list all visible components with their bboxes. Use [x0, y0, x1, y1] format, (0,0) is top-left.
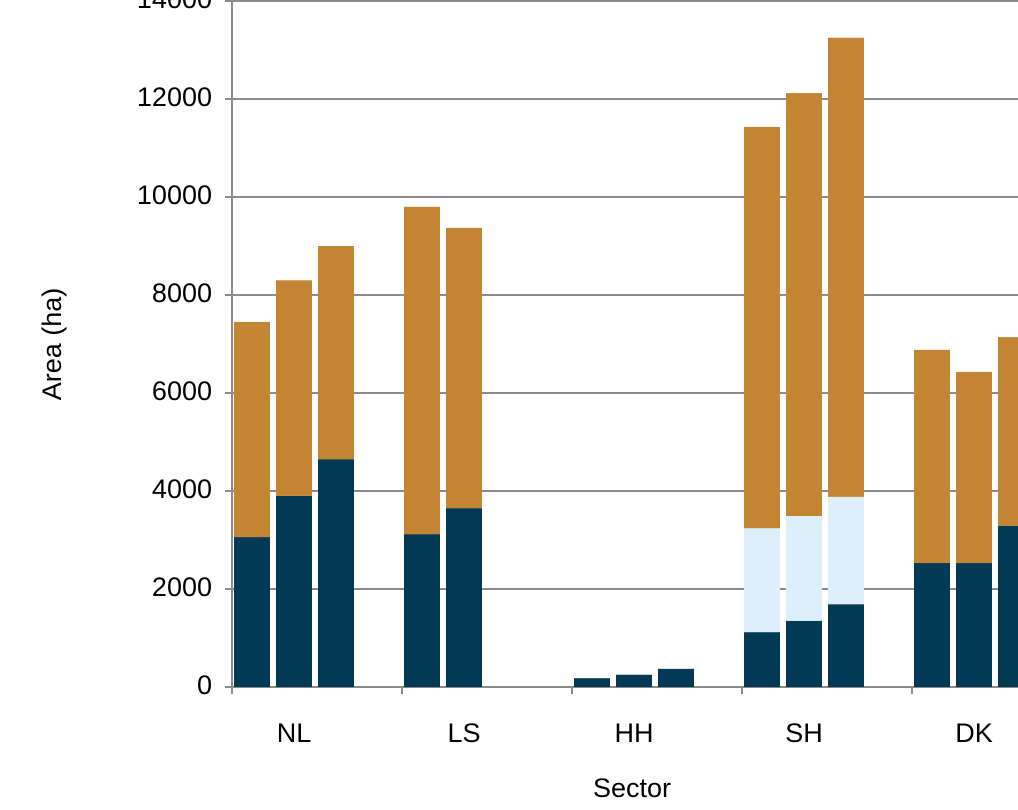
x-tick-label: HH	[615, 718, 654, 748]
y-tick-label: 6000	[152, 376, 212, 406]
bar-segment	[998, 525, 1018, 687]
bar-segment	[404, 534, 440, 687]
bar-segment	[786, 620, 822, 687]
y-tick-label: 10000	[137, 180, 212, 210]
bar-segment	[404, 206, 440, 535]
y-tick-label: 12000	[137, 82, 212, 112]
bar-segment	[276, 280, 312, 496]
x-tick-label: LS	[447, 718, 480, 748]
bar-segment	[828, 37, 864, 497]
y-axis-title: Area (ha)	[37, 288, 67, 401]
bar-segment	[914, 563, 950, 687]
bar-segment	[956, 371, 992, 564]
bar-segment	[658, 668, 694, 687]
x-tick-label: DK	[955, 718, 993, 748]
bar-segment	[574, 678, 610, 687]
bar-segment	[744, 632, 780, 687]
bar-segment	[446, 508, 482, 687]
bar-segment	[828, 604, 864, 687]
bar-segment	[744, 126, 780, 529]
bar-segment	[956, 563, 992, 687]
y-tick-label: 4000	[152, 474, 212, 504]
x-tick-label: SH	[785, 718, 823, 748]
y-tick-label: 0	[197, 670, 212, 700]
bar-segment	[786, 515, 822, 621]
bar-segment	[446, 227, 482, 509]
bar-segment	[998, 337, 1018, 526]
y-tick-label: 8000	[152, 278, 212, 308]
bar-segment	[234, 321, 270, 538]
bar-segment	[276, 495, 312, 687]
bar-segment	[234, 537, 270, 687]
bar-segment	[318, 246, 354, 460]
bar-segment	[786, 93, 822, 516]
bar-segment	[828, 496, 864, 605]
bar-segment	[744, 528, 780, 633]
y-tick-label: 14000	[137, 0, 212, 14]
x-tick-label: NL	[277, 718, 312, 748]
bar-segment	[616, 674, 652, 687]
bar-segment	[914, 349, 950, 564]
x-axis-title: Sector	[593, 773, 671, 803]
y-tick-label: 2000	[152, 572, 212, 602]
bar-segment	[318, 459, 354, 687]
